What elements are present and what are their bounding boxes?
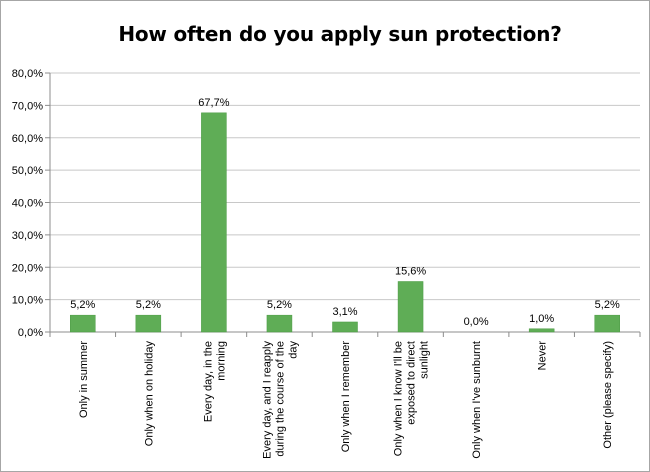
y-tick-label: 0,0% — [18, 327, 43, 339]
data-label: 15,6% — [395, 265, 426, 277]
y-tick-label: 60,0% — [12, 133, 43, 145]
category-label: Only in summer — [78, 341, 90, 418]
y-tick-label: 20,0% — [12, 262, 43, 274]
y-tick-label: 80,0% — [12, 68, 43, 80]
y-tick-label: 10,0% — [12, 295, 43, 307]
category-label: Other (please specify) — [602, 341, 614, 449]
category-label: Only when I've sunburnt — [471, 341, 483, 459]
bar — [70, 314, 96, 333]
category-label: Every day, and I reapplyduring the cours… — [261, 341, 299, 459]
y-tick-label: 70,0% — [12, 100, 43, 112]
data-label: 3,1% — [332, 306, 357, 318]
data-label: 5,2% — [70, 299, 95, 311]
bar — [135, 314, 162, 333]
y-tick-label: 50,0% — [12, 165, 43, 177]
category-label: Only when I know I'll beexposed to direc… — [393, 341, 431, 456]
data-label: 5,2% — [267, 299, 292, 311]
category-label: Only when on holiday — [143, 341, 155, 447]
category-label: Every day, in themorning — [202, 341, 227, 422]
bar — [594, 314, 620, 333]
data-label: 0,0% — [464, 316, 489, 328]
data-label: 5,2% — [595, 299, 620, 311]
data-label: 1,0% — [529, 313, 554, 325]
bar — [266, 314, 293, 333]
data-label: 5,2% — [136, 299, 161, 311]
category-label: Never — [537, 341, 549, 371]
chart-title: How often do you apply sun protection? — [118, 22, 562, 46]
bar — [528, 328, 555, 333]
bar — [397, 281, 424, 333]
y-tick-label: 30,0% — [12, 230, 43, 242]
y-tick-label: 40,0% — [12, 198, 43, 210]
data-label: 67,7% — [198, 97, 229, 109]
bar — [201, 112, 227, 333]
category-label: Only when I remember — [340, 341, 352, 453]
bar — [332, 321, 358, 333]
